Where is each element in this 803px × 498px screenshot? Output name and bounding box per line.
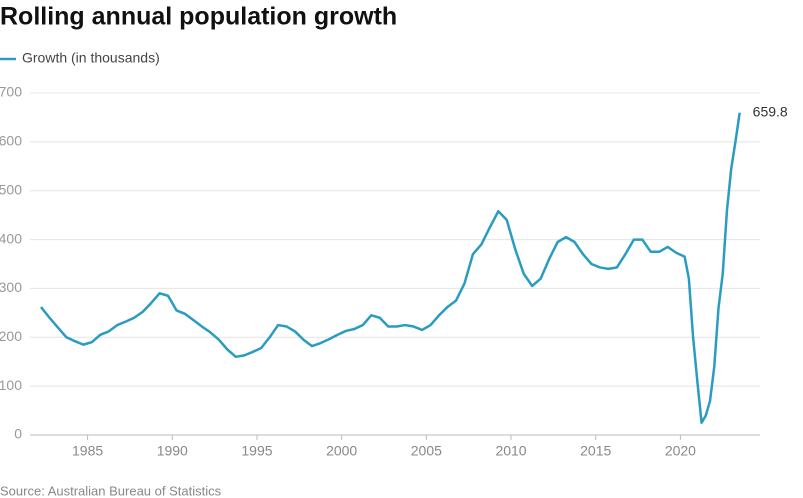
x-tick-label: 1985 bbox=[72, 443, 103, 459]
y-tick-label: 500 bbox=[0, 181, 22, 197]
y-tick-label: 100 bbox=[0, 377, 22, 393]
x-tick-label: 2000 bbox=[326, 443, 357, 459]
y-tick-label: 400 bbox=[0, 230, 22, 246]
x-tick-label: 2020 bbox=[665, 443, 696, 459]
value-label: 659.8 bbox=[753, 103, 788, 119]
source: Source: Australian Bureau of Statistics bbox=[0, 483, 222, 498]
chart-title: Rolling annual population growth bbox=[0, 3, 397, 31]
y-tick-label: 300 bbox=[0, 279, 22, 295]
legend-label: Growth (in thousands) bbox=[22, 50, 160, 66]
y-tick-label: 200 bbox=[0, 328, 22, 344]
line bbox=[40, 112, 741, 425]
x-tick-label: 2015 bbox=[580, 443, 611, 459]
x-tick-label: 1990 bbox=[157, 443, 188, 459]
x-tick-label: 2010 bbox=[495, 443, 526, 459]
y-tick-label: 700 bbox=[0, 84, 22, 100]
y-tick-label: 600 bbox=[0, 133, 22, 149]
x-tick-label: 1995 bbox=[241, 443, 272, 459]
y-tick-label: 0 bbox=[14, 426, 22, 442]
x-tick-label: 2005 bbox=[411, 443, 442, 459]
